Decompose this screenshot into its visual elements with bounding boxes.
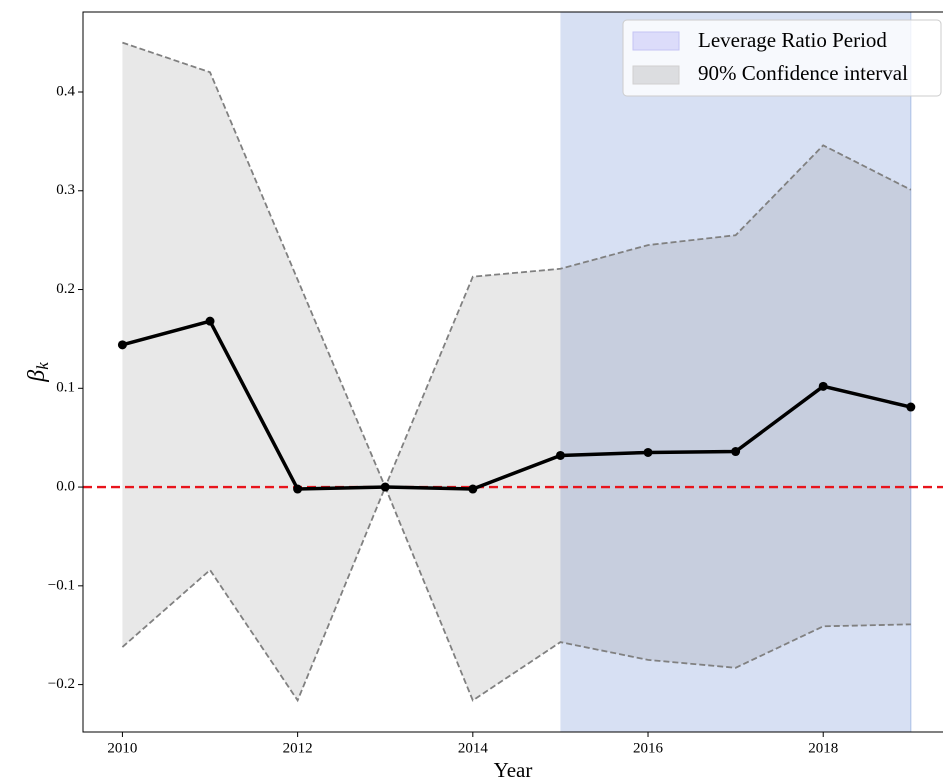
beta-point [468,484,478,494]
y-tick-label: −0.1 [48,577,75,593]
beta-point [117,340,127,350]
y-axis-label: βk [24,362,52,383]
beta-point [906,402,916,412]
ci-lower-line [121,484,911,703]
beta-point [731,447,741,457]
x-tick-label: 2018 [808,740,838,756]
x-tick-label: 2016 [633,740,664,756]
legend-label: Leverage Ratio Period [698,28,887,52]
y-tick-label: −0.2 [48,676,75,692]
legend-box [622,19,942,97]
ci-upper-line [122,41,912,490]
axes-frame [82,11,943,733]
legend-swatch [632,31,680,51]
beta-point [555,450,565,460]
y-tick-label: 0.0 [56,478,75,494]
legend-label: 90% Confidence interval [698,61,908,85]
y-tick-label: 0.4 [56,83,75,99]
y-tick-label: 0.2 [56,281,75,297]
beta-point [643,447,653,457]
beta-point [818,381,828,391]
plot-area [83,12,943,732]
x-tick-label: 2010 [107,740,137,756]
x-axis-label: Year [494,758,533,782]
beta-point [205,316,215,326]
beta-point [380,482,390,492]
beta-line [121,319,912,491]
legend-swatch [632,65,680,85]
y-tick-label: 0.1 [56,380,75,396]
beta-point [293,484,303,494]
confidence-band [122,42,911,701]
leverage-period [560,12,911,732]
x-tick-label: 2012 [283,740,313,756]
axes: 2010 2012 2014 2016 2018 −0.2 −0.1 0.0 0.1 0.2 0.3… [48,11,943,756]
y-tick-label: 0.3 [56,182,75,198]
x-tick-label: 2014 [458,740,489,756]
